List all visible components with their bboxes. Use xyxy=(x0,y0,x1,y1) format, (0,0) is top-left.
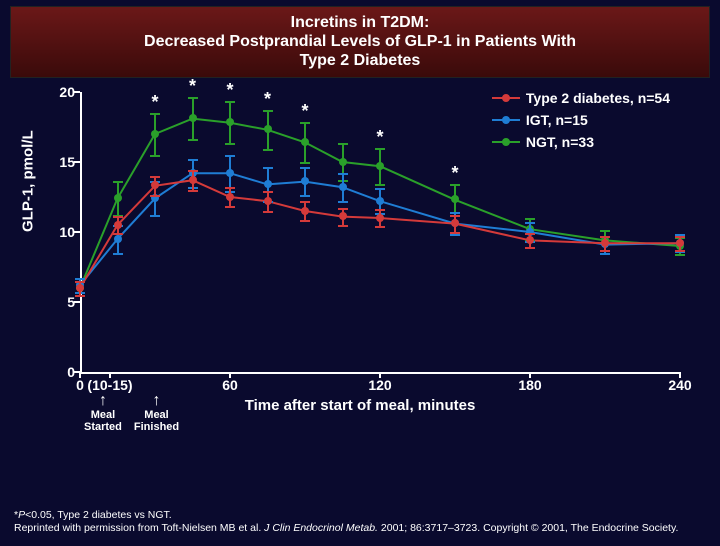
data-point xyxy=(376,197,384,205)
data-point xyxy=(339,212,347,220)
data-point xyxy=(114,194,122,202)
legend-item: IGT, n=15 xyxy=(492,112,670,128)
significance-star: * xyxy=(451,164,458,182)
data-point xyxy=(339,158,347,166)
data-point xyxy=(601,239,609,247)
significance-star: * xyxy=(189,77,196,95)
data-point xyxy=(151,181,159,189)
x-tick: 60 xyxy=(200,377,260,393)
data-point xyxy=(301,207,309,215)
legend-label: IGT, n=15 xyxy=(526,112,588,128)
significance-star: * xyxy=(301,102,308,120)
legend-label: Type 2 diabetes, n=54 xyxy=(526,90,670,106)
footnote: *P<0.05, Type 2 diabetes vs NGT. Reprint… xyxy=(14,509,706,536)
data-point xyxy=(264,180,272,188)
legend-swatch xyxy=(492,119,520,121)
legend-item: Type 2 diabetes, n=54 xyxy=(492,90,670,106)
x-tick: 240 xyxy=(650,377,710,393)
legend-label: NGT, n=33 xyxy=(526,134,594,150)
legend: Type 2 diabetes, n=54 IGT, n=15 NGT, n=33 xyxy=(492,90,670,156)
significance-star: * xyxy=(376,128,383,146)
title-line-3: Type 2 Diabetes xyxy=(21,51,699,70)
data-point xyxy=(676,239,684,247)
data-point xyxy=(226,118,234,126)
data-point xyxy=(451,195,459,203)
legend-swatch xyxy=(492,141,520,143)
data-point xyxy=(301,138,309,146)
title-line-1: Incretins in T2DM: xyxy=(21,13,699,32)
data-point xyxy=(301,177,309,185)
arrow-up-icon: ↑ xyxy=(153,392,161,410)
data-point xyxy=(451,219,459,227)
data-point xyxy=(526,236,534,244)
chart: GLP-1, pmol/L ******* Time after start o… xyxy=(20,82,700,432)
data-point xyxy=(339,183,347,191)
data-point xyxy=(376,214,384,222)
meal-finished: ↑ Meal Finished xyxy=(134,392,179,434)
legend-swatch xyxy=(492,97,520,99)
data-point xyxy=(189,176,197,184)
meal-annotations: ↑ Meal Started ↑ Meal Finished xyxy=(84,392,179,434)
meal-started: ↑ Meal Started xyxy=(84,392,122,434)
y-tick: 20 xyxy=(45,84,75,100)
arrow-up-icon: ↑ xyxy=(99,392,107,410)
title-box: Incretins in T2DM: Decreased Postprandia… xyxy=(10,6,710,78)
significance-star: * xyxy=(226,81,233,99)
y-tick: 10 xyxy=(45,224,75,240)
significance-star: * xyxy=(264,90,271,108)
y-axis-label: GLP-1, pmol/L xyxy=(20,130,37,232)
data-point xyxy=(151,130,159,138)
data-point xyxy=(376,162,384,170)
data-point xyxy=(189,114,197,122)
x-axis-label: Time after start of meal, minutes xyxy=(245,397,476,414)
data-point xyxy=(76,284,84,292)
y-tick: 15 xyxy=(45,154,75,170)
significance-star: * xyxy=(151,93,158,111)
x-tick: 120 xyxy=(350,377,410,393)
data-point xyxy=(226,169,234,177)
legend-item: NGT, n=33 xyxy=(492,134,670,150)
x-tick: (10-15) xyxy=(80,377,140,393)
data-point xyxy=(114,235,122,243)
x-tick: 180 xyxy=(500,377,560,393)
data-point xyxy=(114,221,122,229)
title-line-2: Decreased Postprandial Levels of GLP-1 i… xyxy=(21,32,699,51)
data-point xyxy=(264,197,272,205)
data-point xyxy=(264,125,272,133)
data-point xyxy=(226,193,234,201)
y-tick: 5 xyxy=(45,294,75,310)
